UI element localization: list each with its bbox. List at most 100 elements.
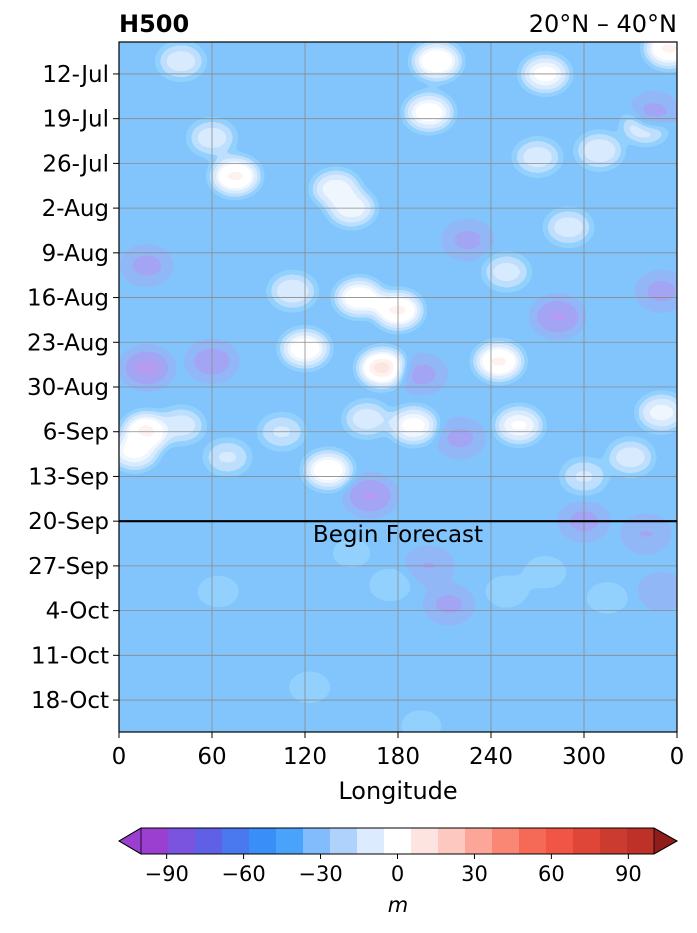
- y-tick-label: 23-Aug: [27, 330, 109, 356]
- colorbar-tick-label: 60: [538, 862, 565, 886]
- positive-anomaly-blob: [287, 671, 332, 704]
- colorbar-tick-label: 90: [615, 862, 642, 886]
- colorbar-segment: [330, 828, 358, 854]
- y-tick-label: 30-Aug: [27, 375, 109, 401]
- x-tick-label: 180: [376, 744, 420, 770]
- negative-anomaly-blob: [427, 588, 472, 621]
- y-tick-label: 9-Aug: [42, 241, 109, 267]
- negative-anomaly-blob: [624, 517, 668, 550]
- positive-anomaly-blob: [484, 256, 529, 288]
- colorbar-segment: [222, 828, 250, 854]
- colorbar-tick-label: 0: [391, 862, 404, 886]
- colorbar-tick-label: −60: [221, 862, 265, 886]
- colorbar-segment: [303, 828, 331, 854]
- positive-anomaly-blob: [329, 537, 374, 570]
- positive-anomaly-blob: [639, 396, 677, 429]
- colorbar-segment: [357, 828, 385, 854]
- colorbar-segment: [573, 828, 601, 854]
- positive-anomaly-blob: [159, 409, 203, 442]
- colorbar-segment: [627, 828, 655, 854]
- positive-anomaly-blob: [484, 575, 529, 608]
- y-tick-label: 26-Jul: [42, 151, 109, 177]
- colorbar-tick-label: −90: [144, 862, 188, 886]
- positive-anomaly-blob: [345, 402, 389, 435]
- forecast-annotation: Begin Forecast: [313, 522, 483, 548]
- colorbar-label: m: [388, 893, 408, 917]
- positive-anomaly-blob: [213, 160, 258, 193]
- positive-anomaly-blob: [270, 275, 315, 308]
- y-tick-label: 13-Sep: [28, 464, 109, 490]
- positive-anomaly-blob: [119, 434, 157, 467]
- colorbar-outline: [118, 827, 679, 855]
- positive-anomaly-blob: [391, 409, 436, 442]
- colorbar-segment: [546, 828, 574, 854]
- y-tick-label: 12-Jul: [42, 62, 109, 88]
- colorbar-segment: [195, 828, 223, 854]
- colorbar-extend-low: [118, 827, 142, 855]
- y-tick-label: 20-Sep: [28, 509, 109, 535]
- positive-anomaly-blob: [159, 45, 203, 78]
- colorbar-segment: [492, 828, 520, 854]
- x-tick-label: 0: [112, 744, 127, 770]
- positive-anomaly-blob: [647, 42, 677, 65]
- positive-anomaly-blob: [196, 575, 241, 608]
- negative-anomaly-blob: [399, 358, 444, 391]
- y-tick-label: 4-Oct: [46, 599, 109, 625]
- positive-anomaly-blob: [496, 409, 541, 442]
- negative-anomaly-blob: [639, 275, 677, 308]
- positive-anomaly-blob: [577, 134, 622, 167]
- plot-area: Begin Forecast 0 60 120 180 240 300 0 12-Jul 19-J…: [27, 41, 685, 770]
- chart-title-right: 20°N – 40°N: [529, 10, 677, 38]
- positive-anomaly-blob: [546, 211, 591, 244]
- colorbar-segment: [384, 828, 412, 854]
- x-tick-label: 0: [670, 744, 685, 770]
- negative-anomaly-blob: [124, 351, 169, 384]
- positive-anomaly-blob: [399, 709, 444, 732]
- positive-anomaly-blob: [414, 45, 459, 78]
- positive-anomaly-blob: [407, 96, 451, 129]
- y-tick-label: 16-Aug: [27, 286, 109, 312]
- negative-anomaly-blob: [631, 96, 676, 129]
- colorbar-segment: [411, 828, 439, 854]
- colorbar-segment: [519, 828, 547, 854]
- negative-anomaly-blob: [535, 300, 580, 333]
- negative-anomaly-blob: [438, 422, 482, 455]
- colorbar-segment: [600, 828, 628, 854]
- x-tick-label: 120: [283, 744, 327, 770]
- colorbar-segment: [168, 828, 196, 854]
- positive-anomaly-blob: [608, 441, 653, 474]
- positive-anomaly-blob: [515, 141, 560, 173]
- y-tick-label: 6-Sep: [43, 420, 109, 446]
- negative-anomaly-blob: [639, 575, 677, 608]
- x-axis-label: Longitude: [338, 777, 457, 805]
- positive-anomaly-blob: [368, 569, 413, 602]
- colorbar-tick-label: 30: [461, 862, 488, 886]
- colorbar-segment: [249, 828, 277, 854]
- positive-anomaly-blob: [360, 351, 405, 384]
- x-tick-label: 300: [562, 744, 606, 770]
- colorbar-tick-label: −30: [298, 862, 342, 886]
- y-tick-label: 11-Oct: [31, 643, 109, 669]
- colorbar-segment: [465, 828, 493, 854]
- x-tick-label: 60: [197, 744, 226, 770]
- positive-anomaly-blob: [306, 454, 351, 487]
- chart-title-left: H500: [119, 10, 189, 38]
- positive-anomaly-blob: [476, 345, 521, 378]
- y-tick-label: 2-Aug: [42, 196, 109, 222]
- colorbar: −90 −60 −30 0 30 60 90: [118, 827, 679, 886]
- y-tick-label: 19-Jul: [42, 107, 109, 133]
- negative-anomaly-blob: [348, 479, 393, 512]
- colorbar-segment: [438, 828, 466, 854]
- x-tick-label: 240: [469, 744, 513, 770]
- positive-anomaly-blob: [205, 441, 250, 474]
- positive-anomaly-blob: [585, 581, 630, 614]
- colorbar-segment: [141, 828, 169, 854]
- y-tick-label: 27-Sep: [28, 554, 109, 580]
- negative-anomaly-blob: [445, 224, 490, 257]
- positive-anomaly-blob: [523, 556, 568, 589]
- y-tick-label: 18-Oct: [31, 688, 109, 714]
- negative-anomaly-blob: [124, 249, 169, 282]
- colorbar-segment: [276, 828, 304, 854]
